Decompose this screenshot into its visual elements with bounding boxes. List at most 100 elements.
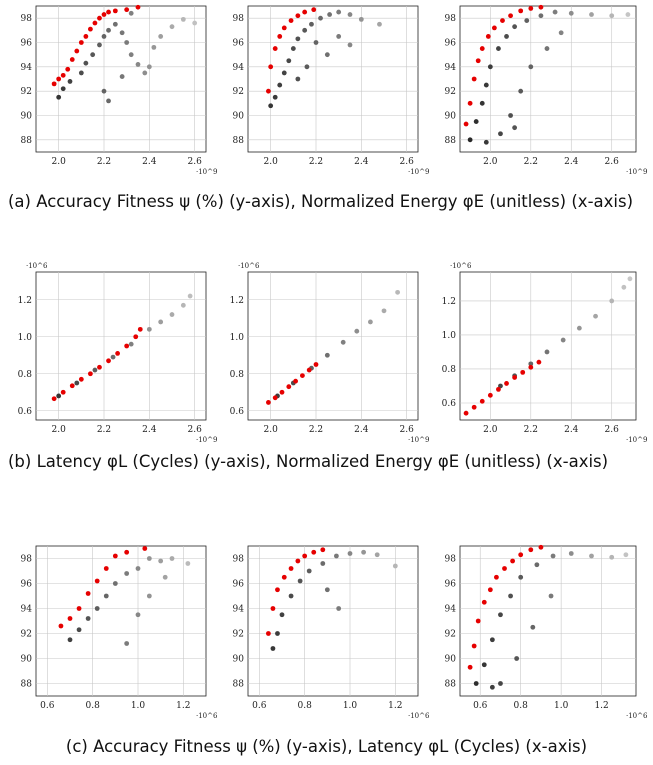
- pareto-point: [295, 13, 301, 19]
- x-tick-label: 2.6: [605, 425, 620, 435]
- candidate-point: [589, 553, 594, 559]
- pareto-point: [266, 88, 271, 94]
- candidate-point: [97, 42, 102, 48]
- candidate-point: [128, 52, 134, 58]
- pareto-point: [491, 25, 497, 31]
- pareto-point: [124, 343, 130, 349]
- candidate-point: [309, 21, 314, 27]
- candidate-point: [106, 98, 111, 104]
- chart-a2: 2.0 2.2 2.4 2.6 88 90 92 94 96 98 ·10^9: [220, 0, 429, 180]
- x-tick-label: 2.4: [564, 425, 579, 435]
- x-multiplier: ·10^6: [408, 712, 430, 720]
- y-tick-label: 96: [21, 39, 33, 49]
- candidate-point: [110, 354, 116, 360]
- chart-b3: 2.0 2.2 2.4 2.6 0.6 0.8 1.0 1.2 ·10^9 ·10^6: [432, 258, 648, 444]
- x-tick-label: 1.0: [554, 701, 569, 711]
- candidate-point: [361, 549, 366, 555]
- candidate-point: [336, 606, 342, 611]
- candidate-point: [518, 88, 524, 94]
- x-tick-label: 2.2: [524, 157, 538, 167]
- candidate-point: [568, 10, 574, 16]
- y-tick-label: 92: [445, 87, 456, 97]
- candidate-point: [270, 646, 276, 651]
- pareto-point: [137, 326, 143, 332]
- candidate-point: [487, 64, 493, 70]
- candidate-point: [576, 325, 582, 331]
- candidate-point: [327, 12, 332, 17]
- y-tick-label: 94: [233, 605, 245, 615]
- y-tick-label: 94: [445, 63, 457, 73]
- candidate-point: [625, 12, 631, 17]
- x-tick-label: 2.2: [309, 157, 323, 167]
- candidate-point: [101, 34, 107, 39]
- pareto-point: [78, 40, 84, 45]
- pareto-point: [88, 26, 93, 32]
- candidate-point: [538, 13, 544, 19]
- pareto-point: [496, 386, 501, 392]
- pareto-point: [97, 364, 102, 370]
- candidate-point: [609, 298, 615, 304]
- y-tick-label: 90: [233, 655, 245, 665]
- candidate-point: [119, 74, 125, 79]
- chart-b2: 2.0 2.2 2.4 2.6 0.6 0.8 1.0 1.2 ·10^9 ·10^6: [220, 258, 430, 444]
- pareto-point: [293, 378, 298, 384]
- pareto-point: [51, 81, 57, 87]
- candidate-point: [192, 20, 198, 26]
- x-tick-label: 2.6: [188, 425, 203, 435]
- x-tick-label: 2.0: [52, 157, 67, 167]
- y-tick-label: 88: [233, 136, 245, 146]
- x-tick-label: 2.6: [400, 425, 415, 435]
- candidate-point: [290, 46, 296, 51]
- x-multiplier: ·10^9: [196, 168, 217, 176]
- candidate-point: [275, 631, 280, 636]
- pareto-point: [485, 34, 491, 39]
- pareto-point: [467, 100, 473, 106]
- y-tick-label: 88: [233, 680, 245, 690]
- pareto-point: [494, 574, 499, 580]
- pareto-point: [536, 359, 542, 365]
- pareto-point: [106, 358, 111, 364]
- candidate-point: [76, 627, 82, 633]
- pareto-point: [510, 558, 515, 564]
- candidate-point: [508, 593, 513, 599]
- y-tick-label: 90: [445, 655, 457, 665]
- candidate-point: [78, 70, 84, 76]
- candidate-point: [101, 88, 107, 94]
- candidate-point: [358, 16, 364, 22]
- x-multiplier: ·10^6: [196, 712, 218, 720]
- pareto-point: [65, 66, 71, 72]
- y-multiplier: ·10^6: [238, 262, 260, 270]
- candidate-point: [550, 553, 556, 559]
- x-tick-label: 2.6: [605, 157, 620, 167]
- candidate-point: [119, 30, 125, 36]
- pareto-point: [320, 547, 326, 553]
- pareto-point: [311, 549, 317, 555]
- pareto-point: [528, 364, 534, 370]
- y-tick-label: 98: [233, 14, 245, 24]
- candidate-point: [530, 624, 536, 630]
- candidate-point: [158, 319, 164, 325]
- x-multiplier: ·10^6: [626, 712, 648, 720]
- caption-b: (b) Latency φL (Cycles) (y-axis), Normal…: [8, 452, 609, 471]
- candidate-point: [146, 64, 152, 70]
- candidate-point: [83, 60, 89, 66]
- y-tick-label: 96: [445, 580, 457, 590]
- pareto-point: [279, 389, 285, 395]
- x-tick-label: 0.6: [473, 701, 488, 711]
- pareto-point: [92, 20, 98, 26]
- x-tick-label: 2.2: [309, 425, 323, 435]
- candidate-point: [514, 656, 520, 661]
- pareto-point: [60, 389, 66, 395]
- pareto-point: [60, 72, 66, 78]
- candidate-point: [135, 62, 141, 67]
- x-tick-label: 2.4: [354, 425, 369, 435]
- candidate-point: [479, 100, 485, 106]
- pareto-point: [288, 18, 294, 23]
- candidate-point: [489, 637, 495, 643]
- candidate-point: [185, 561, 191, 566]
- candidate-point: [158, 34, 164, 39]
- pareto-point: [487, 392, 493, 398]
- pareto-point: [76, 606, 82, 611]
- pareto-point: [277, 34, 283, 39]
- candidate-point: [589, 12, 594, 17]
